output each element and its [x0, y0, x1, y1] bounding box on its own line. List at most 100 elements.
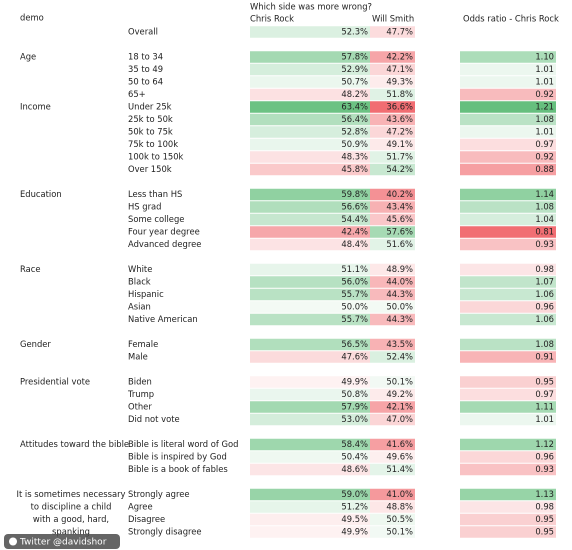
footer-badge [4, 534, 120, 549]
group-label: Income [20, 102, 51, 112]
cell-value: 49.5% [341, 514, 368, 524]
cell-value: 0.95 [535, 377, 554, 387]
row-label: 18 to 34 [128, 52, 163, 62]
group-label: Gender [20, 339, 51, 349]
cell-bg [250, 413, 370, 426]
cell-value: 0.98 [535, 264, 554, 274]
cell-value: 52.4% [386, 352, 413, 362]
row-label: Over 150k [128, 164, 172, 174]
cell-bg [370, 88, 415, 101]
cell-value: 51.4% [386, 464, 413, 474]
cell-value: 43.6% [386, 114, 413, 124]
cell-value: 1.21 [535, 102, 554, 112]
cell-bg [250, 501, 370, 513]
cell-bg [460, 101, 556, 113]
cell-bg [370, 301, 415, 313]
cell-value: 44.3% [386, 314, 413, 324]
cell-value: 51.2% [341, 502, 368, 512]
cell-bg [460, 401, 556, 413]
cell-value: 1.14 [535, 189, 554, 199]
cell-bg [460, 113, 556, 126]
row-label: Asian [128, 302, 151, 312]
cell-value: 1.13 [535, 489, 554, 499]
cell-bg [460, 188, 556, 201]
cell-value: 0.96 [535, 452, 554, 462]
row-label: Bible is a book of fables [128, 464, 228, 474]
row-label: Bible is inspired by God [128, 452, 227, 462]
cell-bg [460, 388, 556, 401]
cell-value: 1.01 [535, 77, 554, 87]
row-label: Bible is literal word of God [128, 439, 238, 449]
cell-value: 44.3% [386, 289, 413, 299]
cell-value: 48.3% [341, 152, 368, 162]
cell-bg [370, 213, 415, 226]
cell-bg [370, 113, 415, 126]
cell-bg [460, 413, 556, 426]
cell-bg [460, 513, 556, 526]
header-will: Will Smith [372, 14, 414, 24]
row-label: Hispanic [128, 289, 164, 299]
cell-value: 1.10 [535, 52, 554, 62]
cell-bg [370, 51, 415, 63]
cell-value: 51.1% [341, 264, 368, 274]
cell-value: 59.0% [341, 489, 368, 499]
cell-bg [460, 263, 556, 276]
cell-bg [460, 338, 556, 351]
cell-bg [460, 163, 556, 176]
cell-value: 44.0% [386, 277, 413, 287]
cell-bg [250, 201, 370, 213]
cell-bg [460, 151, 556, 163]
group-label: Attitudes toward the bible [20, 439, 129, 449]
cell-bg [370, 76, 415, 88]
cell-bg [370, 263, 415, 276]
row-label: Black [128, 277, 151, 287]
cell-bg [460, 138, 556, 151]
cell-value: 56.0% [341, 277, 368, 287]
cell-value: 59.8% [341, 189, 368, 199]
cell-bg [250, 226, 370, 238]
cell-value: 52.9% [341, 64, 368, 74]
row-label: Trump [127, 389, 154, 399]
cell-value: 42.1% [386, 402, 413, 412]
cell-value: 43.5% [386, 339, 413, 349]
row-label: Other [128, 402, 152, 412]
row-label: 25k to 50k [128, 114, 173, 124]
cell-value: 1.06 [535, 314, 554, 324]
cell-bg [370, 413, 415, 426]
cell-value: 55.7% [341, 289, 368, 299]
cell-bg [370, 388, 415, 401]
cell-value: 0.92 [535, 152, 554, 162]
cell-bg [250, 313, 370, 326]
cell-value: 51.6% [386, 239, 413, 249]
cell-bg [250, 351, 370, 363]
cell-value: 51.7% [386, 152, 413, 162]
row-label: White [128, 264, 152, 274]
cell-value: 50.0% [341, 302, 368, 312]
cell-bg [370, 276, 415, 288]
cell-value: 52.8% [341, 127, 368, 137]
group-label: to discipline a child [31, 502, 112, 512]
row-label: 100k to 150k [128, 152, 184, 162]
header-question: Which side was more wrong? [250, 2, 372, 12]
cell-value: 1.04 [535, 214, 554, 224]
cell-bg [370, 288, 415, 301]
cell-bg [460, 63, 556, 76]
cell-bg [370, 188, 415, 201]
cell-bg [370, 63, 415, 76]
cell-value: 1.08 [535, 114, 554, 124]
cell-bg [250, 213, 370, 226]
cell-bg [460, 226, 556, 238]
cell-bg [250, 301, 370, 313]
cell-value: 41.0% [386, 489, 413, 499]
cell-bg [250, 376, 370, 388]
row-label: Overall [128, 27, 158, 37]
cell-bg [460, 276, 556, 288]
cell-bg [370, 313, 415, 326]
cell-bg [250, 438, 370, 451]
group-label: Age [20, 52, 36, 62]
row-label: Strongly disagree [128, 527, 202, 537]
cell-value: 51.8% [386, 89, 413, 99]
cell-value: 50.7% [341, 77, 368, 87]
cell-bg [250, 101, 370, 113]
